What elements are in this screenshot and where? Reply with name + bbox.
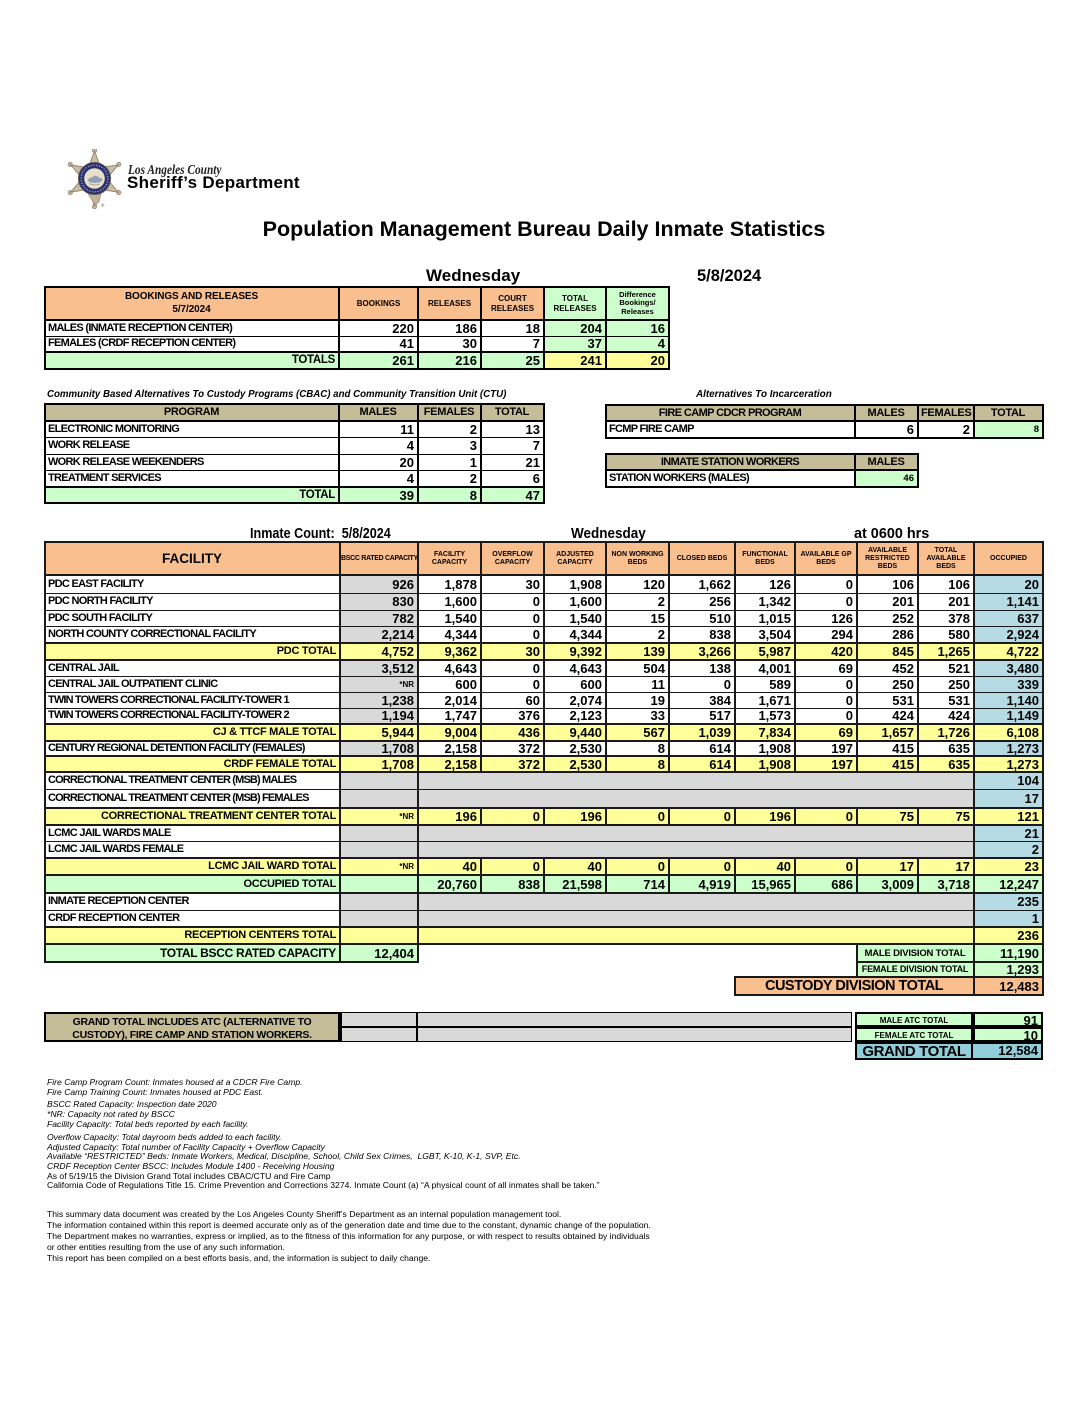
svg-text:®: ®: [101, 202, 105, 208]
